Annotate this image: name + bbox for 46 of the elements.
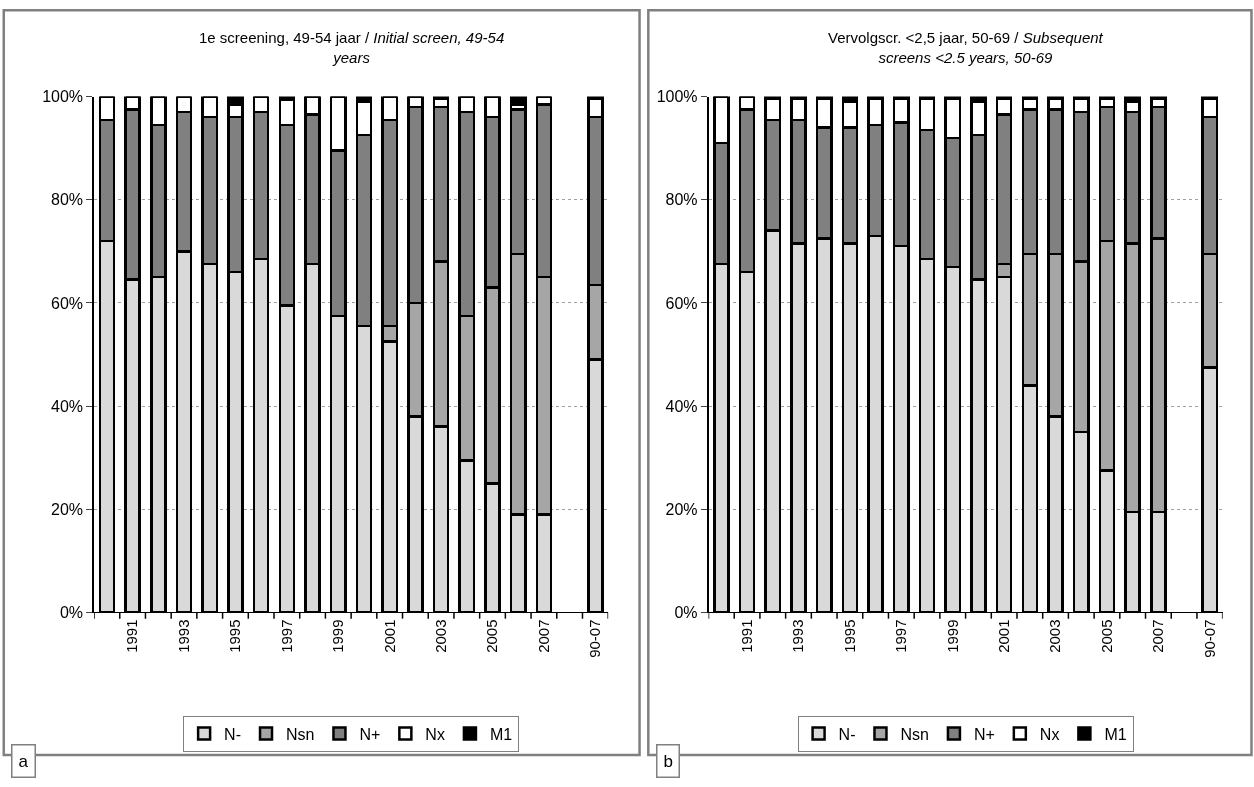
y-tick-label: 40%: [665, 397, 698, 415]
y-tick-label: 40%: [51, 397, 84, 415]
x-tick-label: 1993: [789, 619, 807, 653]
legend-label: Nx: [425, 725, 445, 743]
x-tick-label: 90-07: [586, 619, 604, 658]
x-tick-label: 1997: [892, 619, 910, 653]
x-tick-label: 2003: [431, 619, 449, 653]
y-tick-label: 100%: [42, 88, 84, 106]
y-tick-label: 60%: [51, 294, 84, 312]
x-tick-label: 2007: [1149, 619, 1167, 653]
y-tick-label: 0%: [59, 604, 84, 622]
legend-label: M1: [1104, 725, 1127, 743]
text: b: [663, 751, 673, 771]
x-tick-label: 1991: [737, 619, 755, 653]
y-tick-label: 20%: [665, 500, 698, 518]
y-tick-label: 0%: [674, 604, 698, 622]
x-tick-label: 1995: [840, 619, 858, 653]
chart-title: 1e screening, 49-54 jaar / Initial screen, 49-54 years: [199, 29, 505, 66]
y-tick-label: 80%: [665, 191, 698, 209]
y-tick-label: 60%: [665, 294, 698, 312]
x-tick-label: 1997: [277, 619, 295, 653]
x-tick-label: 2005: [483, 619, 501, 653]
legend-label: Nsn: [286, 725, 315, 743]
legend-label: N+: [973, 725, 995, 743]
x-tick-label: 2007: [534, 619, 552, 653]
legend-label: N-: [838, 725, 856, 743]
x-tick-label: 1991: [123, 619, 141, 653]
x-tick-label: 1999: [943, 619, 961, 653]
chart-title: Vervolgscr. <2,5 jaar, 50-69 / Subsequent screens <2.5 years, 50-69: [828, 29, 1103, 66]
x-tick-label: 2001: [995, 619, 1013, 653]
x-tick-label: 1999: [329, 619, 347, 653]
x-tick-label: 1993: [174, 619, 192, 653]
x-tick-label: 90-07: [1200, 619, 1218, 658]
y-tick-label: 20%: [51, 500, 84, 518]
text: a: [18, 751, 29, 771]
legend-label: M1: [489, 725, 513, 743]
legend-label: N+: [359, 725, 381, 743]
legend-label: Nsn: [900, 725, 929, 743]
legend-label: Nx: [1039, 725, 1060, 743]
y-tick-label: 80%: [51, 191, 84, 209]
x-tick-label: 2001: [380, 619, 398, 653]
x-tick-label: 2003: [1046, 619, 1064, 653]
legend-label: N-: [224, 725, 242, 743]
y-tick-label: 100%: [656, 88, 698, 106]
x-tick-label: 1995: [226, 619, 244, 653]
x-tick-label: 2005: [1097, 619, 1115, 653]
